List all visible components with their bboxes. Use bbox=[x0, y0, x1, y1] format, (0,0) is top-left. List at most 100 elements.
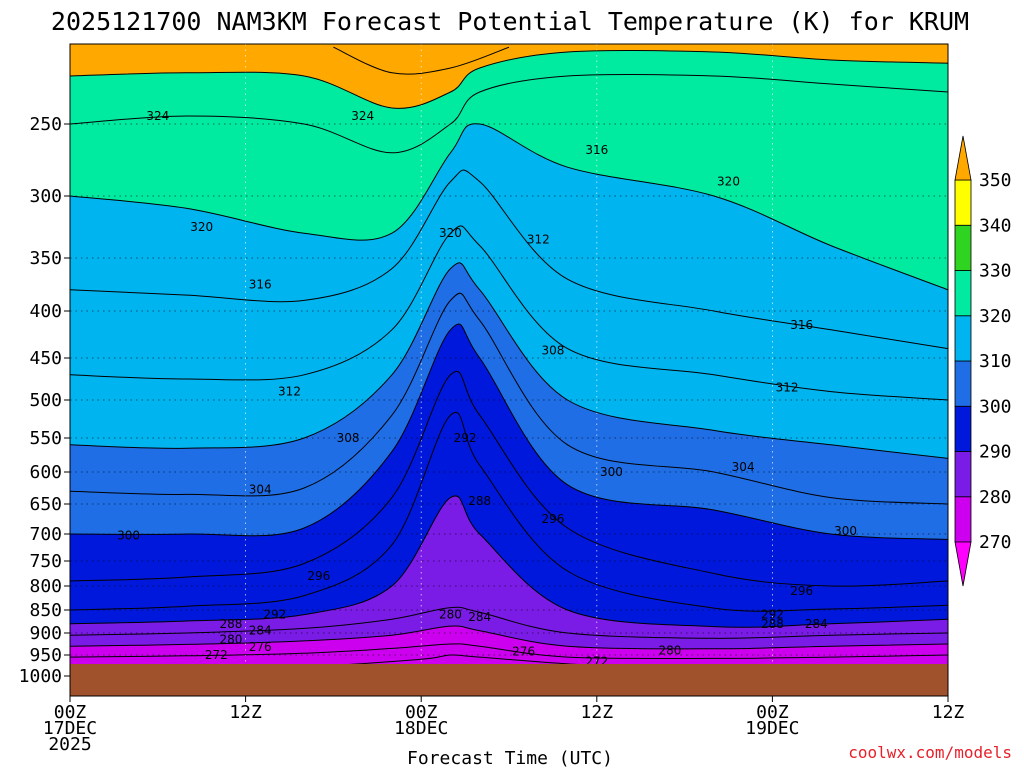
colorbar-box-290-300 bbox=[954, 405, 972, 452]
colorbar-low-arrow bbox=[954, 541, 972, 587]
colorbar: 270 280 290 300 310 320 330 340 350 bbox=[954, 135, 1012, 587]
colorbar-high-arrow bbox=[954, 135, 972, 181]
contour-label-312-9: 312 bbox=[527, 232, 550, 246]
contour-label-300-17: 300 bbox=[834, 524, 857, 538]
contour-labels: 324 324 320 320 320 316 316 316 312 312 312 308 308 3… bbox=[117, 109, 857, 668]
colorbar-box-300-310 bbox=[954, 360, 972, 407]
contour-label-308-11: 308 bbox=[337, 431, 360, 445]
contour-label-316-7: 316 bbox=[790, 318, 813, 332]
contour-label-300-15: 300 bbox=[117, 529, 140, 543]
x-tick-label-12-0: 12Z bbox=[229, 702, 262, 723]
x-tick-label-36-0: 12Z bbox=[581, 702, 614, 723]
chart-title: 2025121700 NAM3KM Forecast Potential Tem… bbox=[51, 7, 969, 36]
contour-label-304-14: 304 bbox=[732, 460, 755, 474]
contour-label-300-16: 300 bbox=[600, 465, 623, 479]
isentrope-292 bbox=[69, 412, 949, 612]
y-tick-label-500: 500 bbox=[29, 390, 62, 411]
isentrope-296 bbox=[69, 370, 949, 587]
x-tick-label-48-1: 19DEC bbox=[745, 718, 799, 739]
contour-label-292-23: 292 bbox=[761, 608, 784, 622]
colorbar-box-330-340 bbox=[954, 224, 972, 271]
colorbar-label-310: 310 bbox=[979, 351, 1012, 372]
contour-label-280-32: 280 bbox=[659, 644, 682, 658]
x-tick-label-60-0: 12Z bbox=[932, 702, 965, 723]
colorbar-box-270-280 bbox=[954, 496, 972, 543]
contour-label-280-31: 280 bbox=[439, 608, 462, 622]
colorbar-label-350: 350 bbox=[979, 170, 1012, 191]
colorbar-label-270: 270 bbox=[979, 532, 1012, 553]
isentrope-312 bbox=[69, 225, 949, 401]
y-tick-label-800: 800 bbox=[29, 576, 62, 597]
x-tick-label-24-1: 18DEC bbox=[394, 718, 448, 739]
contour-label-296-20: 296 bbox=[790, 584, 813, 598]
isentrope-284 bbox=[69, 606, 949, 639]
colorbar-box-320-330 bbox=[954, 270, 972, 317]
y-tick-label-750: 750 bbox=[29, 551, 62, 572]
colorbar-box-310-320 bbox=[954, 315, 972, 362]
y-tick-label-950: 950 bbox=[29, 645, 62, 666]
contour-label-320-2: 320 bbox=[190, 220, 213, 234]
isentrope-330 bbox=[69, 49, 949, 109]
contour-label-284-27: 284 bbox=[249, 624, 272, 638]
contour-label-296-19: 296 bbox=[541, 512, 564, 526]
contour-label-312-8: 312 bbox=[278, 385, 301, 399]
y-tick-label-250: 250 bbox=[29, 114, 62, 135]
contour-label-324-0: 324 bbox=[146, 109, 169, 123]
colorbar-box-280-290 bbox=[954, 451, 972, 498]
colorbar-label-300: 300 bbox=[979, 396, 1012, 417]
contour-label-272-35: 272 bbox=[205, 648, 228, 662]
credit-text[interactable]: coolwx.com/models bbox=[848, 743, 1012, 762]
contour-label-284-29: 284 bbox=[805, 617, 828, 631]
colorbar-box-340-350 bbox=[954, 179, 972, 226]
contour-label-324-1: 324 bbox=[351, 109, 374, 123]
contour-label-276-33: 276 bbox=[249, 640, 272, 654]
x-tick-label-0-0: 00Z bbox=[54, 702, 87, 723]
y-tick-label-400: 400 bbox=[29, 301, 62, 322]
plot-frame bbox=[69, 43, 949, 697]
isentrope-304 bbox=[69, 292, 949, 505]
contour-label-280-30: 280 bbox=[220, 633, 243, 647]
isentrope-288 bbox=[69, 495, 949, 628]
y-tick-label-700: 700 bbox=[29, 524, 62, 545]
contour-label-320-3: 320 bbox=[439, 226, 462, 240]
x-axis-label: Forecast Time (UTC) bbox=[407, 748, 613, 768]
x-tick-label-0-2: 2025 bbox=[48, 734, 91, 755]
contour-label-288-26: 288 bbox=[761, 617, 784, 631]
y-tick-label-1000: 1000 bbox=[19, 666, 62, 687]
isentrope-324 bbox=[69, 73, 949, 154]
theta-fills bbox=[70, 44, 948, 697]
contour-label-276-34: 276 bbox=[512, 644, 535, 658]
x-tick-label-0-1: 17DEC bbox=[43, 718, 97, 739]
isentrope-320 bbox=[69, 123, 949, 291]
pressure-axis: 2503003504004505005506006507007508008509… bbox=[19, 114, 70, 687]
contour-label-292-22: 292 bbox=[454, 431, 477, 445]
contour-label-288-24: 288 bbox=[220, 617, 243, 631]
contour-label-316-5: 316 bbox=[249, 278, 272, 292]
y-tick-label-600: 600 bbox=[29, 462, 62, 483]
isentrope-lines bbox=[69, 46, 949, 671]
isentrope-340 bbox=[333, 46, 510, 75]
colorbar-label-340: 340 bbox=[979, 215, 1012, 236]
y-tick-label-450: 450 bbox=[29, 348, 62, 369]
y-tick-label-650: 650 bbox=[29, 494, 62, 515]
y-tick-label-300: 300 bbox=[29, 186, 62, 207]
contour-label-304-13: 304 bbox=[249, 482, 272, 496]
y-tick-label-350: 350 bbox=[29, 248, 62, 269]
contour-label-312-10: 312 bbox=[776, 380, 799, 394]
y-tick-label-900: 900 bbox=[29, 623, 62, 644]
contour-label-316-6: 316 bbox=[585, 143, 608, 157]
x-tick-label-24-0: 00Z bbox=[405, 702, 438, 723]
y-tick-label-550: 550 bbox=[29, 428, 62, 449]
colorbar-label-330: 330 bbox=[979, 261, 1012, 282]
isentrope-280 bbox=[69, 625, 949, 650]
ground-layer bbox=[70, 664, 948, 696]
plot-area: 324 324 320 320 320 316 316 316 312 312 312 308 308 3… bbox=[69, 43, 949, 697]
contour-label-292-21: 292 bbox=[263, 608, 286, 622]
colorbar-label-290: 290 bbox=[979, 442, 1012, 463]
colorbar-label-280: 280 bbox=[979, 487, 1012, 508]
contour-label-296-18: 296 bbox=[307, 569, 330, 583]
contour-label-308-12: 308 bbox=[541, 343, 564, 357]
contour-label-284-28: 284 bbox=[468, 610, 491, 624]
